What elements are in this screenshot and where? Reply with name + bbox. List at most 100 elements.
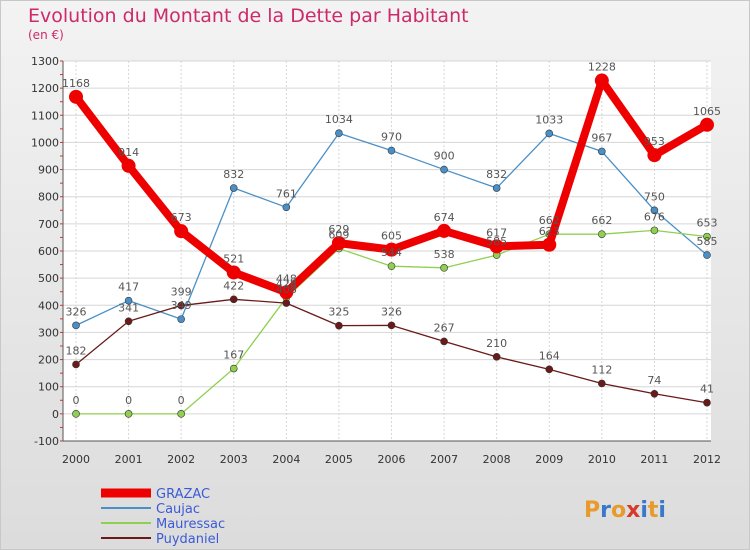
data-label-puydaniel: 408 — [276, 283, 297, 296]
data-label-grazac: 623 — [539, 225, 560, 238]
data-point-puydaniel — [703, 398, 711, 407]
data-label-grazac: 914 — [118, 146, 139, 159]
data-point-caujac — [387, 146, 396, 155]
x-tick-label: 2010 — [588, 453, 616, 466]
data-label-caujac: 1033 — [535, 113, 563, 126]
x-tick-label: 2011 — [640, 453, 668, 466]
data-point-puydaniel — [335, 321, 343, 330]
y-tick-label: 300 — [38, 326, 59, 339]
data-label-mauressac: 662 — [539, 214, 560, 227]
data-label-caujac: 349 — [171, 299, 192, 312]
data-point-mauressac — [650, 226, 659, 235]
x-tick-label: 2012 — [693, 453, 721, 466]
y-tick-label: 1200 — [31, 82, 59, 95]
data-label-puydaniel: 41 — [700, 383, 714, 396]
data-label-grazac: 673 — [171, 211, 192, 224]
legend-label-caujac: Caujac — [156, 502, 200, 517]
data-label-mauressac: 544 — [381, 246, 402, 259]
data-point-grazac — [279, 285, 294, 300]
data-point-grazac — [542, 237, 557, 252]
y-tick-label: -100 — [34, 435, 59, 448]
chart-title: Evolution du Montant de la Dette par Hab… — [28, 5, 469, 27]
data-point-mauressac — [387, 262, 396, 271]
y-tick-label: 1300 — [31, 55, 59, 68]
data-point-puydaniel — [492, 353, 501, 361]
data-point-grazac — [489, 239, 504, 254]
data-point-mauressac — [598, 230, 606, 238]
data-point-mauressac — [72, 410, 80, 418]
data-label-grazac: 953 — [644, 135, 665, 148]
data-label-puydaniel: 210 — [486, 337, 507, 350]
data-label-mauressac: 676 — [644, 210, 665, 223]
data-point-mauressac — [440, 264, 448, 272]
data-label-mauressac: 585 — [486, 235, 507, 248]
data-point-mauressac — [124, 410, 133, 418]
y-tick-label: 700 — [38, 218, 59, 231]
data-label-puydaniel: 399 — [171, 286, 192, 299]
data-point-grazac — [226, 265, 241, 280]
data-label-caujac: 1034 — [325, 113, 353, 126]
data-label-puydaniel: 341 — [118, 301, 139, 314]
data-point-caujac — [177, 315, 185, 323]
x-tick-label: 2004 — [272, 453, 300, 466]
data-point-caujac — [229, 184, 238, 192]
data-point-caujac — [124, 296, 133, 305]
data-label-grazac: 1065 — [693, 105, 721, 118]
data-label-grazac: 617 — [486, 226, 507, 239]
data-point-grazac — [594, 73, 609, 88]
data-label-caujac: 900 — [434, 150, 455, 163]
y-tick-label: 100 — [38, 381, 59, 394]
data-point-puydaniel — [545, 365, 554, 374]
data-label-grazac: 674 — [434, 211, 455, 224]
data-point-caujac — [703, 251, 711, 259]
data-label-mauressac: 428 — [276, 278, 297, 291]
data-point-caujac — [335, 129, 343, 137]
data-point-puydaniel — [440, 337, 448, 346]
data-point-mauressac — [703, 232, 711, 241]
x-tick-label: 2002 — [167, 453, 195, 466]
data-point-caujac — [440, 165, 448, 174]
data-label-caujac: 832 — [486, 168, 507, 181]
data-point-grazac — [384, 242, 399, 257]
data-label-mauressac: 0 — [73, 394, 80, 407]
legend-label-mauressac: Mauressac — [156, 517, 225, 532]
data-label-grazac: 629 — [328, 223, 349, 236]
data-label-puydaniel: 74 — [647, 374, 661, 387]
data-point-grazac — [69, 89, 83, 104]
data-label-mauressac: 609 — [328, 229, 349, 242]
y-tick-label: 900 — [38, 164, 59, 177]
data-point-puydaniel — [177, 301, 185, 310]
data-label-caujac: 967 — [591, 131, 612, 144]
data-point-grazac — [331, 236, 346, 251]
data-point-puydaniel — [387, 321, 396, 330]
data-point-mauressac — [177, 410, 185, 418]
data-point-puydaniel — [650, 389, 659, 398]
data-label-puydaniel: 326 — [381, 305, 402, 318]
x-tick-label: 2007 — [430, 453, 458, 466]
data-point-grazac — [174, 224, 189, 239]
data-point-puydaniel — [124, 317, 133, 326]
data-label-grazac: 1168 — [62, 77, 90, 90]
data-label-mauressac: 538 — [434, 248, 455, 261]
data-label-puydaniel: 182 — [66, 344, 87, 357]
data-label-mauressac: 167 — [223, 349, 244, 362]
data-point-grazac — [437, 223, 452, 238]
data-point-mauressac — [229, 364, 238, 373]
legend-label-puydaniel: Puydaniel — [156, 532, 219, 547]
data-label-caujac: 761 — [276, 187, 297, 200]
data-label-mauressac: 653 — [697, 217, 718, 230]
data-label-puydaniel: 164 — [539, 349, 560, 362]
data-label-caujac: 832 — [223, 168, 244, 181]
proxiti-logo: Proxiti — [584, 498, 666, 523]
y-tick-label: 200 — [38, 354, 59, 367]
data-point-grazac — [700, 117, 714, 132]
data-point-grazac — [647, 148, 662, 163]
data-label-puydaniel: 325 — [328, 306, 349, 319]
data-label-mauressac: 0 — [178, 394, 185, 407]
data-label-puydaniel: 112 — [591, 363, 612, 376]
data-label-caujac: 970 — [381, 131, 402, 144]
data-label-caujac: 326 — [66, 305, 87, 318]
data-point-grazac — [121, 158, 136, 173]
data-point-puydaniel — [598, 379, 606, 388]
